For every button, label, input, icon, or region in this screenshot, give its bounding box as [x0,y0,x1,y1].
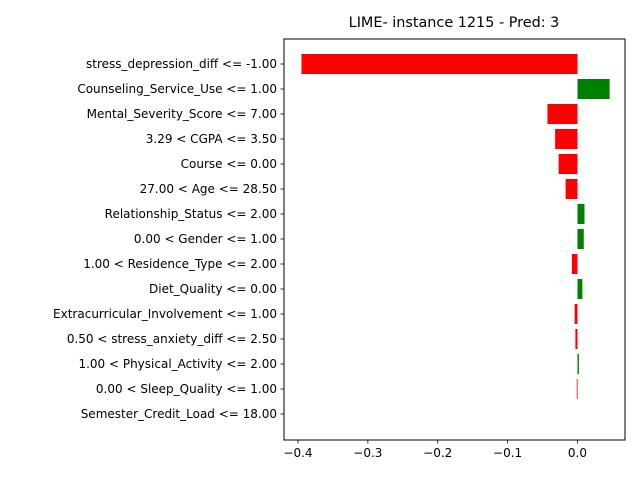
bar [575,329,578,349]
y-tick-label: stress_depression_diff <= -1.00 [86,57,277,71]
y-tick-label: 1.00 < Physical_Activity <= 2.00 [78,357,277,371]
y-tick-label: 0.50 < stress_anxiety_diff <= 2.50 [67,332,277,346]
y-tick-label: Mental_Severity_Score <= 7.00 [87,107,277,121]
bar [577,79,610,99]
y-tick-label: 0.00 < Gender <= 1.00 [134,232,277,246]
y-tick-label: Extracurricular_Involvement <= 1.00 [53,307,277,321]
y-axis-ticks: stress_depression_diff <= -1.00 Counselin… [53,57,284,421]
bar [577,279,583,299]
x-tick-label: −0.2 [423,446,452,460]
y-tick-label: Diet_Quality <= 0.00 [149,282,277,296]
y-tick-label: 3.29 < CGPA <= 3.50 [146,132,277,146]
bar [577,204,585,224]
bar [574,304,578,324]
bar [571,254,578,274]
x-axis-ticks: −0.4 −0.3 −0.2 −0.1 0.0 [283,440,587,460]
bar [577,354,579,374]
bar [565,179,578,199]
bar [577,229,584,249]
y-tick-label: 1.00 < Residence_Type <= 2.00 [83,257,277,271]
x-tick-label: −0.1 [493,446,522,460]
x-tick-label: −0.3 [353,446,382,460]
y-tick-label: 27.00 < Age <= 28.50 [140,182,277,196]
bar [301,54,578,74]
x-tick-label: 0.0 [568,446,587,460]
bar [547,104,578,124]
bar [558,154,578,174]
chart-title: LIME- instance 1215 - Pred: 3 [349,15,560,31]
plot-frame [283,38,626,441]
y-tick-label: Semester_Credit_Load <= 18.00 [81,407,277,421]
y-tick-label: 0.00 < Sleep_Quality <= 1.00 [96,382,277,396]
y-tick-label: Course <= 0.00 [181,157,277,171]
bar [576,379,578,399]
y-tick-label: Counseling_Service_Use <= 1.00 [77,82,277,96]
bars-layer [301,54,610,399]
x-tick-label: −0.4 [283,446,312,460]
y-tick-label: Relationship_Status <= 2.00 [105,207,277,221]
bar [555,129,578,149]
